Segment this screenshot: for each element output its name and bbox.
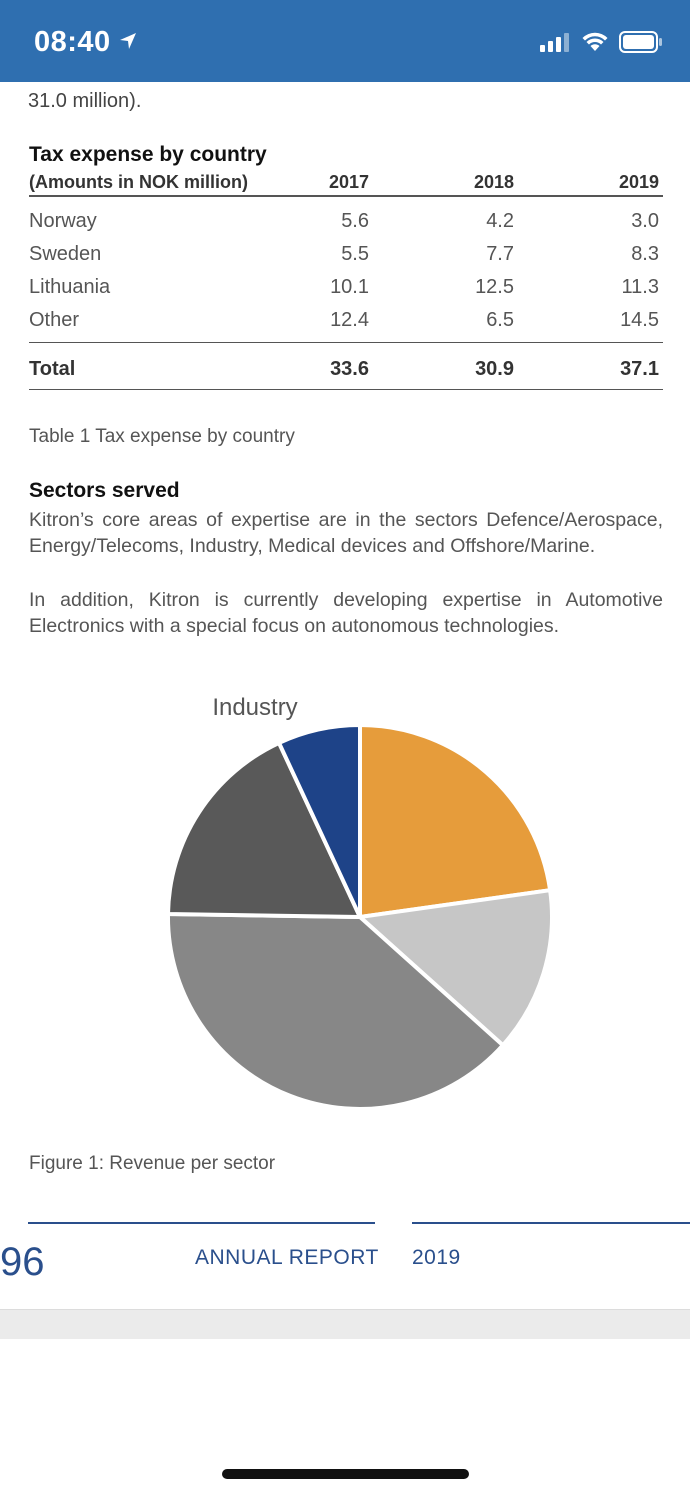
cell-value: 10.1 <box>330 276 369 298</box>
paragraph: In addition, Kitron is currently develop… <box>29 589 663 637</box>
cell-value: 3.0 <box>631 210 659 232</box>
cell-value: 5.6 <box>341 210 369 232</box>
revenue-pie-chart: 23%Defence/Aerospace14%Energy/Telecoms39… <box>165 657 554 1111</box>
cell-value: 7.7 <box>486 243 514 265</box>
column-header: 2019 <box>618 172 659 192</box>
wifi-icon <box>582 32 608 51</box>
cell-value: 11.3 <box>621 276 659 298</box>
footer-rule <box>412 1222 690 1224</box>
table-total-row: Total 33.6 30.9 37.1 <box>29 358 663 384</box>
cell-country: Other <box>29 309 80 331</box>
battery-icon <box>619 31 662 53</box>
paragraph: Kitron’s core areas of expertise are in … <box>29 509 663 557</box>
cut-off-text: 31.0 million). <box>28 90 142 112</box>
figure-caption: Figure 1: Revenue per sector <box>29 1153 276 1174</box>
table-header: (Amounts in NOK million) 2017 2018 2019 <box>29 172 663 196</box>
table-row: Sweden 5.5 7.7 8.3 <box>29 243 663 269</box>
cell-country: Norway <box>29 210 97 232</box>
table-row: Norway 5.6 4.2 3.0 <box>29 210 663 236</box>
total-value: 30.9 <box>475 358 514 380</box>
location-arrow-icon <box>120 33 136 49</box>
pie-slice <box>358 888 554 1048</box>
total-value: 33.6 <box>330 358 369 380</box>
page-number: 96 <box>0 1240 45 1284</box>
column-header: 2017 <box>328 172 369 192</box>
table-title: Tax expense by country <box>29 143 267 166</box>
table-divider <box>29 195 663 197</box>
cell-value: 14.5 <box>620 309 659 331</box>
pie-slice <box>165 912 505 1111</box>
footer-report-label: ANNUAL REPORT <box>195 1246 379 1269</box>
table-divider <box>29 389 663 390</box>
cellular-signal-icon <box>540 33 569 52</box>
cell-value: 8.3 <box>631 243 659 265</box>
column-header: (Amounts in NOK million) <box>29 172 248 192</box>
document-page: 31.0 million). Tax expense by country (A… <box>0 82 690 1309</box>
cell-country: Sweden <box>29 243 102 265</box>
table-divider <box>29 342 663 343</box>
cell-value: 5.5 <box>341 243 369 265</box>
footer-rule <box>28 1222 375 1224</box>
column-header: 2018 <box>473 172 514 192</box>
cell-value: 6.5 <box>486 309 514 331</box>
cell-value: 4.2 <box>486 210 514 232</box>
pie-category-label: Industry <box>212 694 297 721</box>
home-indicator[interactable] <box>222 1469 469 1479</box>
table-row: Other 12.4 6.5 14.5 <box>29 309 663 335</box>
table-caption: Table 1 Tax expense by country <box>29 426 295 447</box>
page-separator <box>0 1309 690 1339</box>
pie-slice <box>166 740 362 919</box>
total-value: 37.1 <box>620 358 659 380</box>
cell-value: 12.4 <box>330 309 369 331</box>
cell-value: 12.5 <box>475 276 514 298</box>
table-row: Lithuania 10.1 12.5 11.3 <box>29 276 663 302</box>
status-bar: 08:40 <box>0 0 690 82</box>
total-label: Total <box>29 358 76 380</box>
pie-value-label: 39% <box>270 657 322 667</box>
pie-slice <box>358 723 553 919</box>
section-title: Sectors served <box>29 479 180 502</box>
cell-country: Lithuania <box>29 276 111 298</box>
footer-year: 2019 <box>412 1246 461 1269</box>
status-time: 08:40 <box>34 26 111 58</box>
pie-slice <box>277 722 362 919</box>
